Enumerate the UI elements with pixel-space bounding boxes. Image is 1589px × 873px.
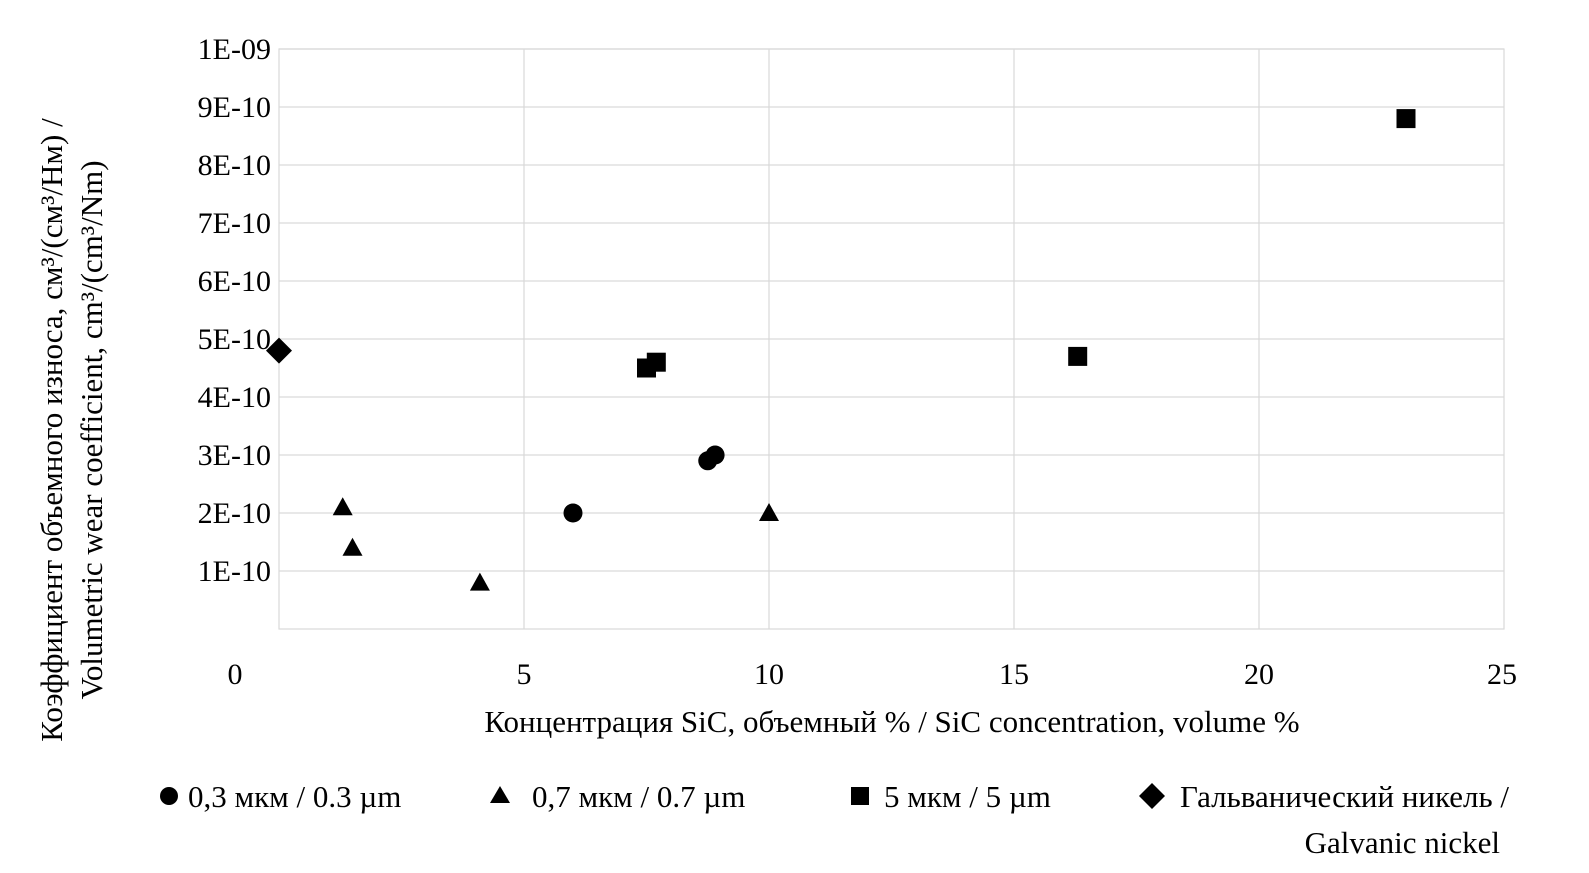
y-tick-label: 5E-10 — [198, 323, 271, 356]
data-point-circle — [563, 503, 583, 523]
data-point-square — [1396, 109, 1416, 129]
y-tick-label: 4E-10 — [198, 381, 271, 414]
x-tick-label: 5 — [517, 658, 532, 691]
y-tick-label: 2E-10 — [198, 497, 271, 530]
legend-label-galvanic-nickel-line1: Гальванический никель / — [1180, 779, 1509, 814]
y-tick-label: 3E-10 — [198, 439, 271, 472]
legend-item-5um: 5 мкм / 5 µm — [851, 779, 1051, 814]
data-point-triangle — [469, 572, 490, 591]
x-tick-labels: 0 5 10 15 20 25 — [228, 658, 1518, 691]
data-point-triangle — [332, 497, 353, 516]
y-axis-title-line1: Коэффициент объемного износа, см³/(см³/Н… — [34, 118, 69, 742]
data-point-triangle — [759, 503, 779, 521]
x-tick-label: 0 — [228, 658, 243, 691]
x-axis-title: Концентрация SiC, объемный % / SiC conce… — [484, 704, 1299, 739]
legend-item-0-7um: 0,7 мкм / 0.7 µm — [490, 779, 745, 814]
y-tick-label: 6E-10 — [198, 265, 271, 298]
y-tick-label: 1E-09 — [198, 33, 271, 66]
legend: 0,3 мкм / 0.3 µm 0,7 мкм / 0.7 µm 5 мкм … — [160, 779, 1509, 860]
legend-triangle-marker — [490, 786, 510, 803]
legend-label-galvanic-nickel-line2: Galvanic nickel — [1305, 825, 1500, 860]
data-point-triangle — [342, 537, 363, 556]
legend-item-galvanic-nickel: Гальванический никель / Galvanic nickel — [1139, 779, 1509, 860]
y-tick-labels: 1E-10 2E-10 3E-10 4E-10 5E-10 6E-10 7E-10 8E-10… — [198, 33, 271, 588]
data-point-square — [646, 352, 666, 372]
x-tick-label: 10 — [754, 658, 784, 691]
data-point-square — [1068, 346, 1088, 366]
data-point-diamond — [266, 337, 292, 364]
y-tick-label: 7E-10 — [198, 207, 271, 240]
legend-label-5um: 5 мкм / 5 µm — [884, 779, 1051, 814]
legend-circle-marker — [160, 787, 178, 805]
legend-square-marker — [851, 787, 869, 805]
x-tick-label: 15 — [999, 658, 1029, 691]
data-points — [266, 109, 1416, 591]
y-axis-title-line2: Volumetric wear coefficient, cm³/(cm³/Nm… — [74, 160, 109, 699]
y-tick-label: 8E-10 — [198, 149, 271, 182]
legend-label-0-3um: 0,3 мкм / 0.3 µm — [188, 779, 401, 814]
y-axis-title: Коэффициент объемного износа, см³/(см³/Н… — [34, 118, 109, 742]
legend-item-0-3um: 0,3 мкм / 0.3 µm — [160, 779, 401, 814]
y-tick-label: 9E-10 — [198, 91, 271, 124]
y-tick-label: 1E-10 — [198, 555, 271, 588]
legend-diamond-marker — [1139, 783, 1165, 809]
x-tick-label: 20 — [1244, 658, 1274, 691]
legend-label-0-7um: 0,7 мкм / 0.7 µm — [532, 779, 745, 814]
data-point-circle — [705, 445, 725, 465]
grid-layer — [279, 48, 1504, 629]
x-tick-label: 25 — [1487, 658, 1517, 691]
